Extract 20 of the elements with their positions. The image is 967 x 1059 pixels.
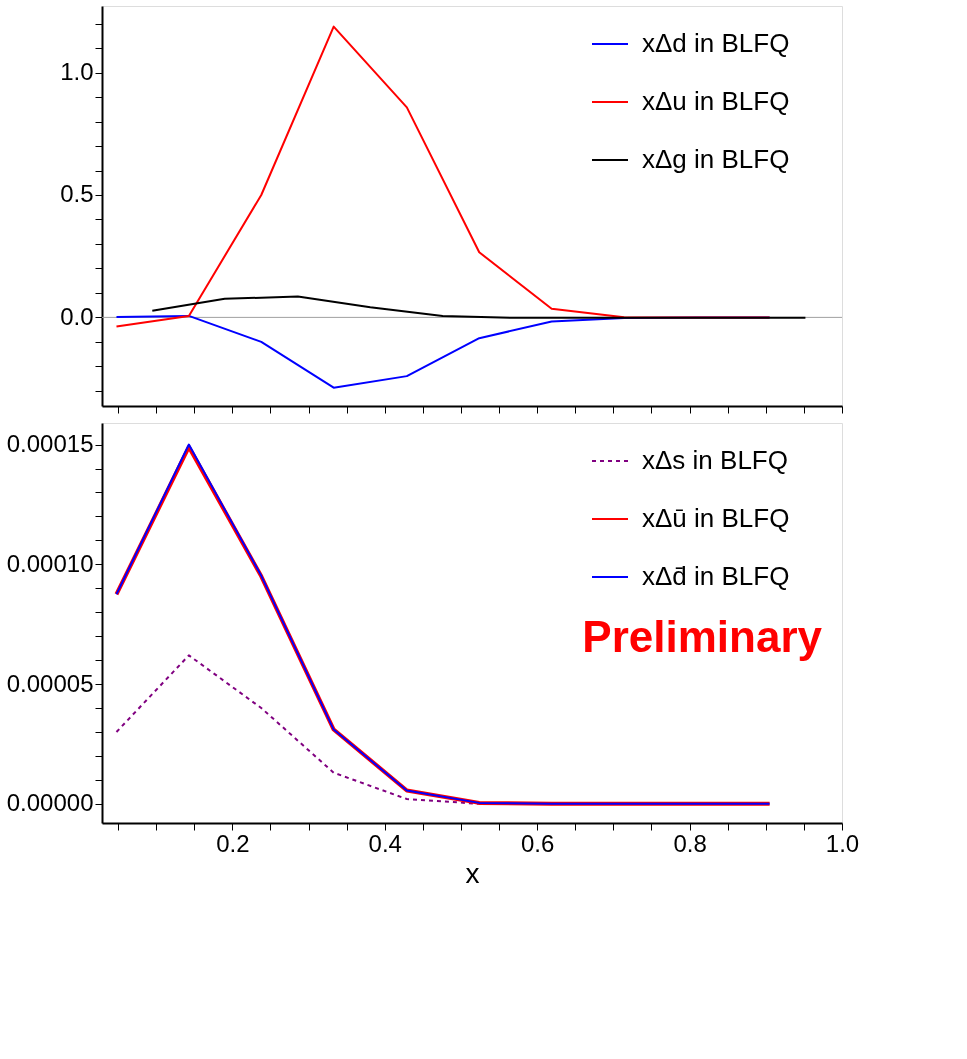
y-tick-label: 0.00000 xyxy=(6,789,94,817)
y-tick-label: 0.5 xyxy=(60,180,94,208)
y-tick-label: 0.00005 xyxy=(6,669,94,697)
legend-label: xΔu in BLFQ xyxy=(642,86,790,116)
x-axis-title: x xyxy=(465,857,480,889)
annotation: Preliminary xyxy=(582,612,823,661)
x-tick-label: 0.2 xyxy=(216,829,250,857)
y-tick-label: 0.00010 xyxy=(6,549,94,577)
x-tick-label: 1.0 xyxy=(825,829,860,857)
y-tick-label: 1.0 xyxy=(60,58,94,86)
x-tick-label: 0.6 xyxy=(520,829,555,857)
legend-label: xΔū in BLFQ xyxy=(642,503,790,533)
legend-label: xΔd̄ in BLFQ xyxy=(642,561,790,591)
x-tick-label: 0.4 xyxy=(368,829,402,857)
legend-label: xΔd in BLFQ xyxy=(642,28,790,58)
y-tick-label: 0.0 xyxy=(60,302,94,330)
y-tick-label: 0.00015 xyxy=(6,430,94,458)
legend-label: xΔs in BLFQ xyxy=(642,445,788,475)
x-tick-label: 0.8 xyxy=(673,829,707,857)
legend-label: xΔg in BLFQ xyxy=(642,144,790,174)
